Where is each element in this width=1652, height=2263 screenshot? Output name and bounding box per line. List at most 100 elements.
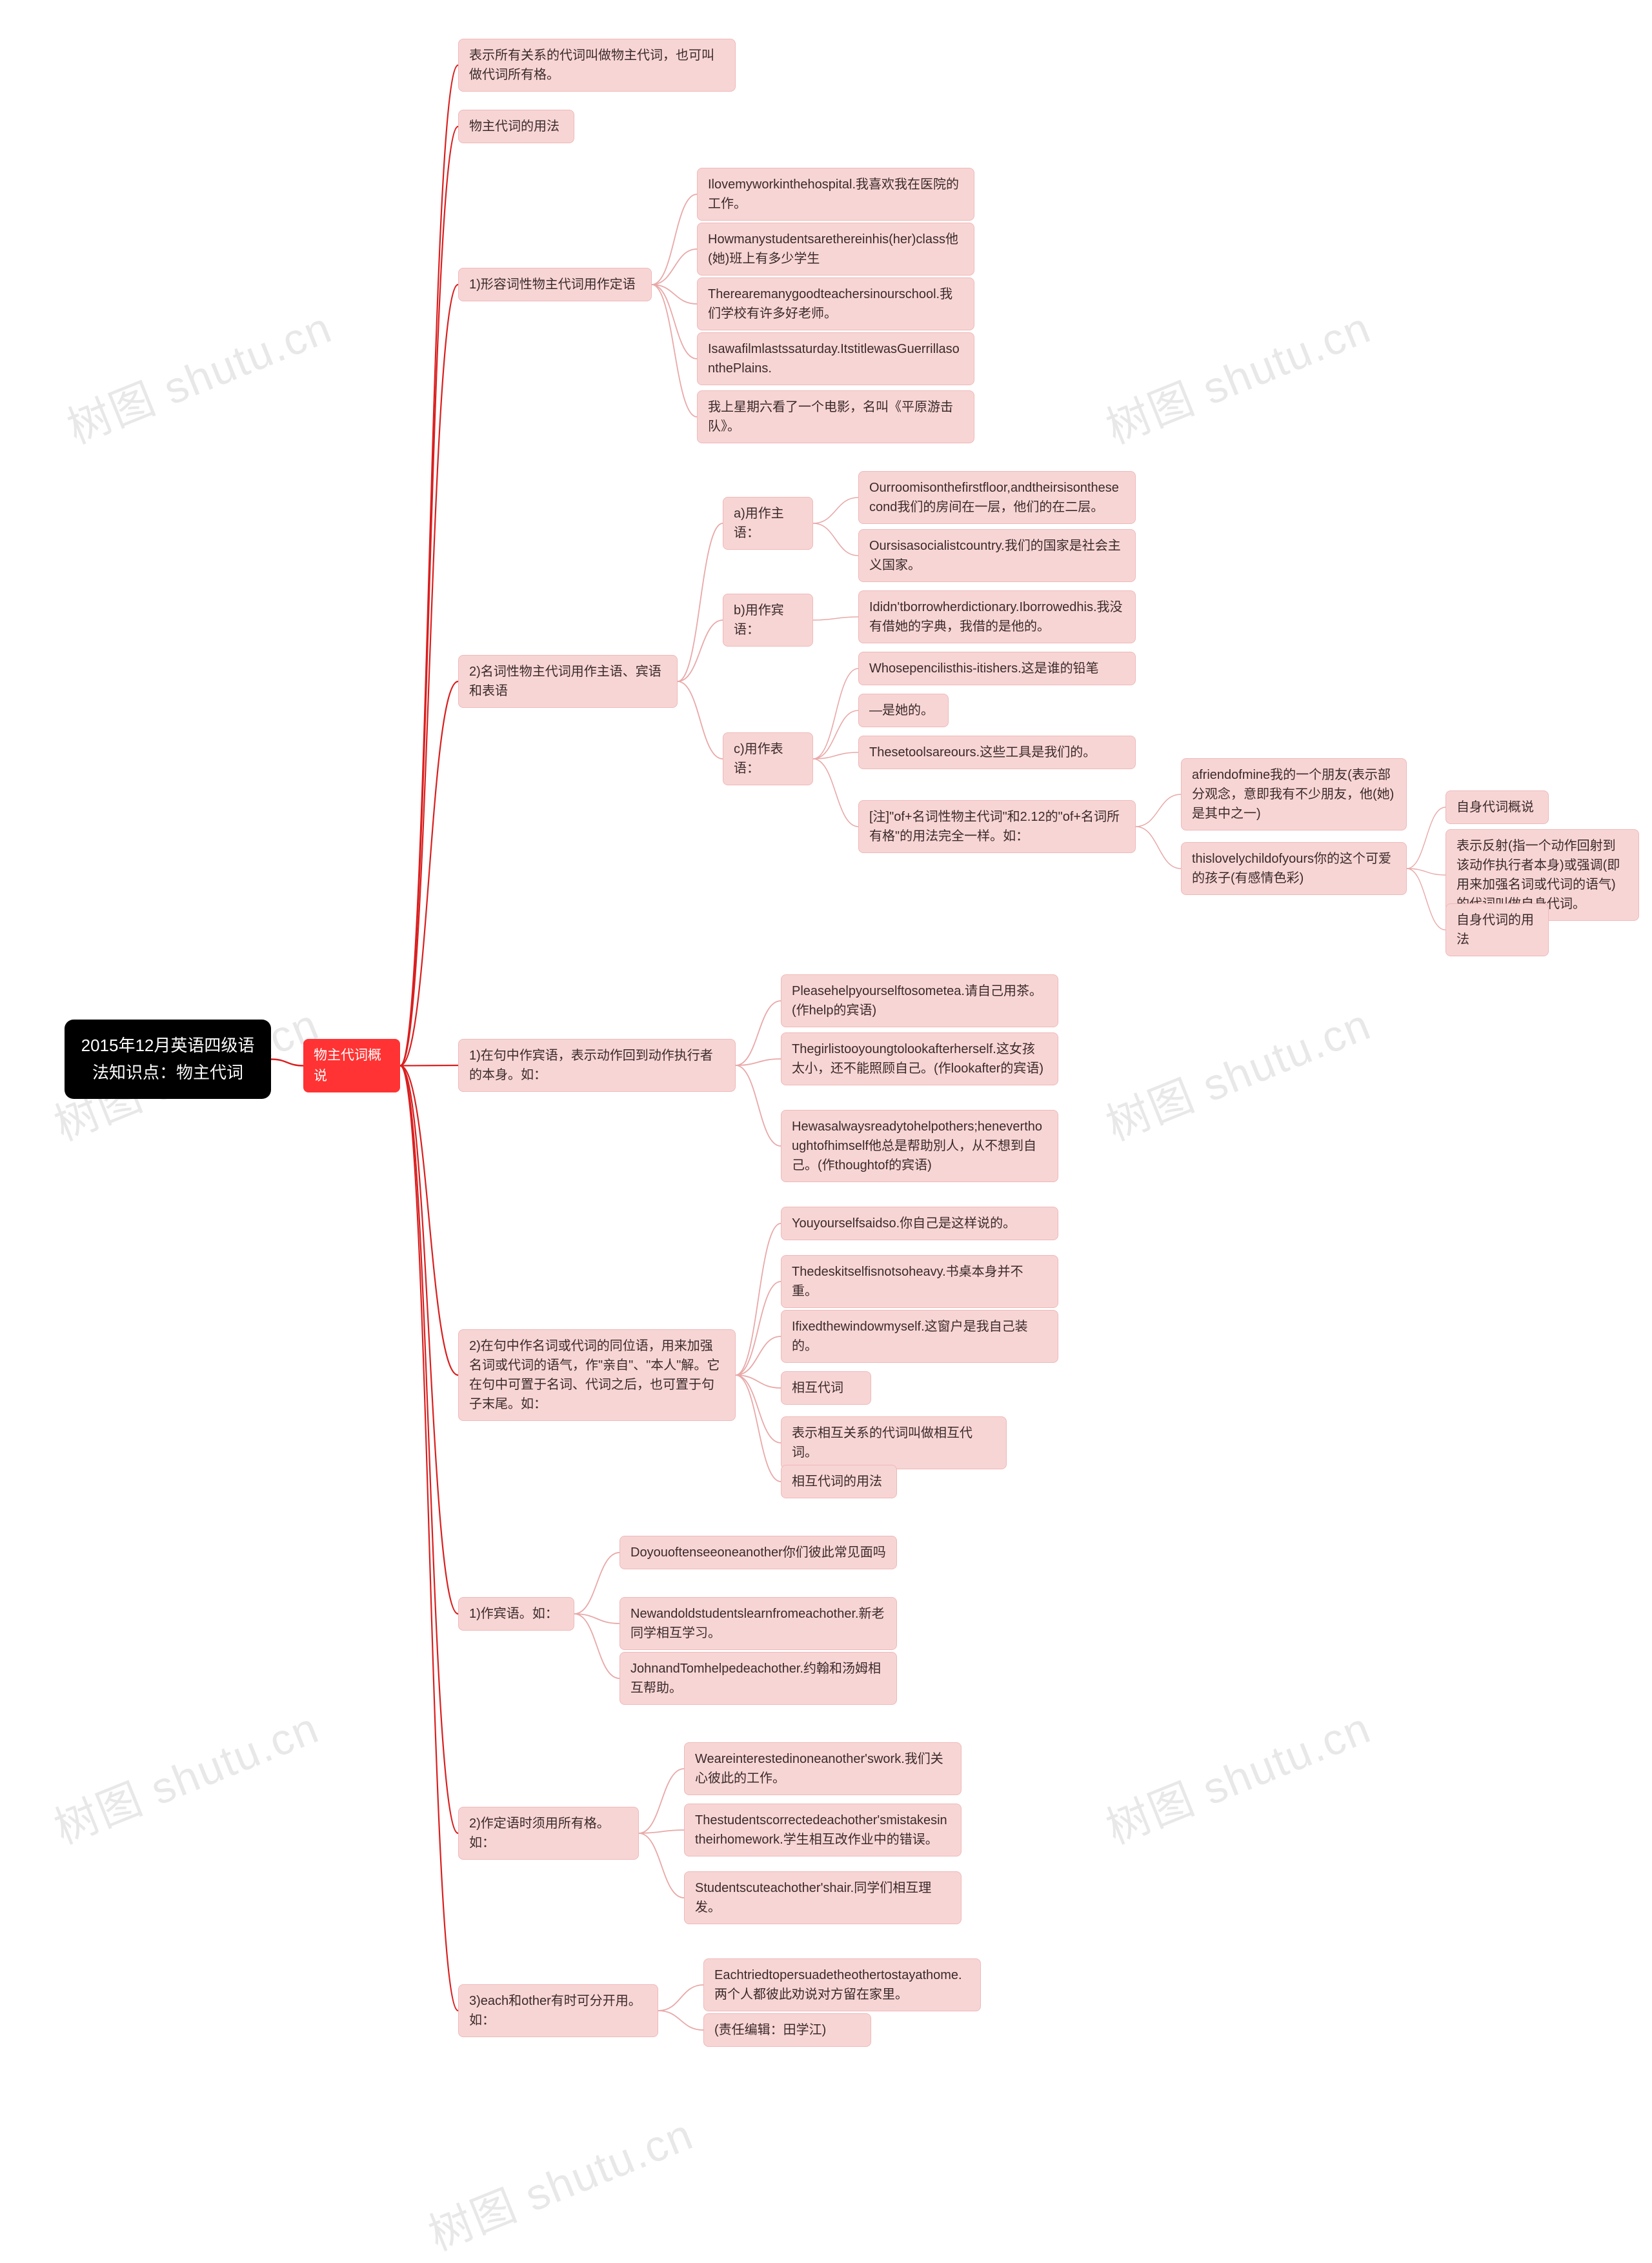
node-n9a[interactable]: Eachtriedtopersuadetheothertostayathome.… <box>703 1958 981 2011</box>
edge <box>652 285 697 417</box>
node-n5a[interactable]: Pleasehelpyourselftosometea.请自己用茶。(作help… <box>781 974 1058 1027</box>
node-label: Eachtriedtopersuadetheothertostayathome.… <box>714 1968 962 2002</box>
node-label: JohnandTomhelpedeachother.约翰和汤姆相互帮助。 <box>630 1662 881 1695</box>
edge <box>400 126 458 1066</box>
edge <box>400 1065 458 1066</box>
edge <box>736 1375 781 1482</box>
node-n8[interactable]: 2)作定语时须用所有格。如： <box>458 1807 639 1860</box>
watermark: 树图 shutu.cn <box>56 292 339 456</box>
node-label: Ifixedthewindowmyself.这窗户是我自己装的。 <box>792 1320 1028 1353</box>
edge <box>1136 794 1181 827</box>
node-label: 3)each和other有时可分开用。如： <box>469 1994 641 2027</box>
node-label: Therearemanygoodteachersinourschool.我们学校… <box>708 287 952 321</box>
node-n3b[interactable]: Howmanystudentsarethereinhis(her)class他(… <box>697 223 974 276</box>
edge <box>736 1001 781 1065</box>
edge <box>652 285 697 304</box>
watermark: 树图 shutu.cn <box>1095 1692 1378 1856</box>
node-n4a1[interactable]: Ourroomisonthefirstfloor,andtheirsisonth… <box>858 471 1136 524</box>
node-n4c4b3[interactable]: 自身代词的用法 <box>1446 903 1549 956</box>
node-label: Youyourselfsaidso.你自己是这样说的。 <box>792 1216 1016 1231</box>
node-n6d[interactable]: 相互代词 <box>781 1371 871 1405</box>
node-n4a[interactable]: a)用作主语： <box>723 497 813 550</box>
node-n6[interactable]: 2)在句中作名词或代词的同位语，用来加强名词或代词的语气，作"亲自"、"本人"解… <box>458 1329 736 1421</box>
node-n8a[interactable]: Weareinterestedinoneanother'swork.我们关心彼此… <box>684 1742 962 1795</box>
node-label: b)用作宾语： <box>734 603 784 637</box>
node-n5b[interactable]: Thegirlistooyoungtolookafterherself.这女孩太… <box>781 1032 1058 1085</box>
edge <box>736 1223 781 1375</box>
node-n4c4b[interactable]: thislovelychildofyours你的这个可爱的孩子(有感情色彩) <box>1181 842 1407 895</box>
node-n2[interactable]: 物主代词的用法 <box>458 110 574 143</box>
node-n4[interactable]: 2)名词性物主代词用作主语、宾语和表语 <box>458 655 678 708</box>
watermark: 树图 shutu.cn <box>1095 989 1378 1152</box>
node-label: 表示反射(指一个动作回射到该动作执行者本身)或强调(即用来加强名词或代词的语气)… <box>1456 839 1620 911</box>
edge <box>736 1375 781 1443</box>
node-label: a)用作主语： <box>734 507 784 540</box>
node-label: (责任编辑：田学江) <box>714 2023 826 2037</box>
node-n4c3[interactable]: Thesetoolsareours.这些工具是我们的。 <box>858 736 1136 769</box>
node-label: 自身代词的用法 <box>1456 913 1534 947</box>
node-n4c4b1[interactable]: 自身代词概说 <box>1446 790 1549 824</box>
node-n8b[interactable]: Thestudentscorrectedeachother'smistakesi… <box>684 1804 962 1856</box>
node-label: Thedeskitselfisnotsoheavy.书桌本身并不重。 <box>792 1265 1023 1298</box>
node-label: Ilovemyworkinthehospital.我喜欢我在医院的工作。 <box>708 177 959 211</box>
edge <box>813 617 858 620</box>
node-n3a[interactable]: Ilovemyworkinthehospital.我喜欢我在医院的工作。 <box>697 168 974 221</box>
node-label: [注]"of+名词性物主代词"和2.12的"of+名词所有格"的用法完全一样。如… <box>869 810 1120 843</box>
edge <box>400 681 458 1066</box>
node-n9[interactable]: 3)each和other有时可分开用。如： <box>458 1984 658 2037</box>
edge <box>271 1060 303 1066</box>
node-n6b[interactable]: Thedeskitselfisnotsoheavy.书桌本身并不重。 <box>781 1255 1058 1308</box>
node-n6e[interactable]: 表示相互关系的代词叫做相互代词。 <box>781 1416 1007 1469</box>
node-n8c[interactable]: Studentscuteachother'shair.同学们相互理发。 <box>684 1871 962 1924</box>
node-label: 2015年12月英语四级语法知识点：物主代词 <box>81 1036 255 1082</box>
node-n1[interactable]: 表示所有关系的代词叫做物主代词，也可叫做代词所有格。 <box>458 39 736 92</box>
node-n7b[interactable]: Newandoldstudentslearnfromeachother.新老同学… <box>620 1597 897 1650</box>
node-n6c[interactable]: Ifixedthewindowmyself.这窗户是我自己装的。 <box>781 1310 1058 1363</box>
node-label: 1)作宾语。如： <box>469 1607 558 1621</box>
edge <box>736 1336 781 1375</box>
node-n4a2[interactable]: Oursisasocialistcountry.我们的国家是社会主义国家。 <box>858 529 1136 582</box>
node-n3d[interactable]: Isawafilmlastssaturday.ItstitlewasGuerri… <box>697 332 974 385</box>
node-label: Studentscuteachother'shair.同学们相互理发。 <box>695 1881 931 1915</box>
node-label: Doyouoftenseeoneanother你们彼此常见面吗 <box>630 1545 886 1560</box>
node-n9b[interactable]: (责任编辑：田学江) <box>703 2013 871 2047</box>
edge <box>400 1066 458 2011</box>
node-label: Hewasalwaysreadytohelpothers;heneverthou… <box>792 1120 1042 1172</box>
edge <box>400 1066 458 1614</box>
node-label: afriendofmine我的一个朋友(表示部分观念，意即我有不少朋友，他(她)… <box>1192 768 1394 821</box>
mindmap-canvas: 2015年12月英语四级语法知识点：物主代词 物主代词概说 表示所有关系的代词叫做物… <box>0 0 1652 2177</box>
node-label: 2)作定语时须用所有格。如： <box>469 1816 610 1850</box>
edge <box>678 620 723 681</box>
node-label: Whosepencilisthis-itishers.这是谁的铅笔 <box>869 661 1099 676</box>
node-label: 相互代词的用法 <box>792 1474 882 1489</box>
node-n7c[interactable]: JohnandTomhelpedeachother.约翰和汤姆相互帮助。 <box>620 1652 897 1705</box>
node-n3e[interactable]: 我上星期六看了一个电影，名叫《平原游击队》。 <box>697 390 974 443</box>
edge <box>639 1830 684 1833</box>
edge <box>652 249 697 285</box>
node-n5[interactable]: 1)在句中作宾语，表示动作回到动作执行者的本身。如： <box>458 1039 736 1092</box>
edge <box>736 1059 781 1065</box>
node-n3c[interactable]: Therearemanygoodteachersinourschool.我们学校… <box>697 277 974 330</box>
node-n6f[interactable]: 相互代词的用法 <box>781 1465 897 1498</box>
node-n4b1[interactable]: Ididn'tborrowherdictionary.Iborrowedhis.… <box>858 590 1136 643</box>
edge <box>652 194 697 285</box>
node-n4c[interactable]: c)用作表语： <box>723 732 813 785</box>
node-root[interactable]: 2015年12月英语四级语法知识点：物主代词 <box>65 1020 271 1099</box>
node-n7[interactable]: 1)作宾语。如： <box>458 1597 574 1631</box>
node-label: 1)在句中作宾语，表示动作回到动作执行者的本身。如： <box>469 1049 713 1082</box>
node-n4c4[interactable]: [注]"of+名词性物主代词"和2.12的"of+名词所有格"的用法完全一样。如… <box>858 800 1136 853</box>
node-label: 表示相互关系的代词叫做相互代词。 <box>792 1426 972 1460</box>
watermark: 树图 shutu.cn <box>43 1692 327 1856</box>
node-n4c2[interactable]: —是她的。 <box>858 694 949 727</box>
node-n7a[interactable]: Doyouoftenseeoneanother你们彼此常见面吗 <box>620 1536 897 1569</box>
node-n4c1[interactable]: Whosepencilisthis-itishers.这是谁的铅笔 <box>858 652 1136 685</box>
edge <box>400 1066 458 1376</box>
node-label: 物主代词的用法 <box>469 119 559 134</box>
node-n6a[interactable]: Youyourselfsaidso.你自己是这样说的。 <box>781 1207 1058 1240</box>
node-label: Thesetoolsareours.这些工具是我们的。 <box>869 745 1096 759</box>
node-lvl1[interactable]: 物主代词概说 <box>303 1039 400 1092</box>
node-n3[interactable]: 1)形容词性物主代词用作定语 <box>458 268 652 301</box>
node-n5c[interactable]: Hewasalwaysreadytohelpothers;heneverthou… <box>781 1110 1058 1182</box>
node-n4c4a[interactable]: afriendofmine我的一个朋友(表示部分观念，意即我有不少朋友，他(她)… <box>1181 758 1407 830</box>
node-n4b[interactable]: b)用作宾语： <box>723 594 813 647</box>
